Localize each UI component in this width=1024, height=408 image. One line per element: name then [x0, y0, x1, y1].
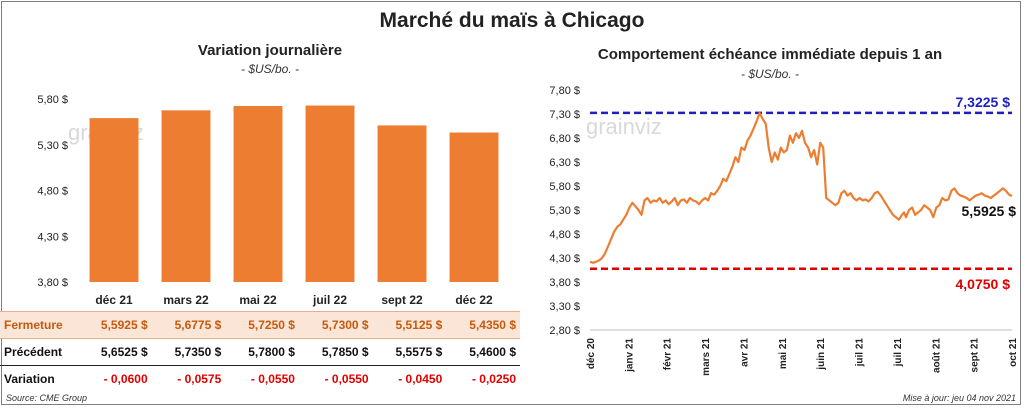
y-tick-label: 7,80 $ — [549, 85, 580, 97]
y-tick-label: 4,80 $ — [37, 186, 68, 198]
y-tick-label: 3,80 $ — [549, 277, 580, 289]
x-tick-label: juil 21 — [855, 338, 866, 368]
table-row-close: Fermeture 5,5925 $ 5,6775 $ 5,7250 $ 5,7… — [0, 311, 520, 339]
cell: 5,5125 $ — [372, 311, 447, 339]
table-row-variation: Variation - 0,0600 - 0,0575 - 0,0550 - 0… — [0, 366, 520, 393]
cell: 5,4350 $ — [446, 311, 520, 339]
y-tick-label: 5,80 $ — [37, 94, 68, 106]
x-tick-label: mars 21 — [701, 338, 712, 376]
x-tick-label: févr 21 — [663, 338, 674, 371]
row-label: Variation — [4, 372, 55, 386]
right-subtitle: Comportement échéance immédiate depuis 1… — [597, 46, 943, 63]
cell: - 0,0550 — [324, 372, 369, 386]
x-tick-label: mars 22 — [163, 293, 209, 307]
price-table: Fermeture 5,5925 $ 5,6775 $ 5,7250 $ 5,7… — [0, 311, 520, 392]
bar — [377, 125, 427, 282]
cell: - 0,0575 — [177, 372, 222, 386]
cell: - 0,0600 — [103, 372, 148, 386]
x-tick-label: juil 21 — [893, 338, 904, 368]
bar — [449, 132, 499, 282]
cell: 5,7350 $ — [151, 338, 226, 366]
y-tick-label: 5,30 $ — [37, 140, 68, 152]
bar — [89, 118, 139, 282]
y-tick-label: 6,80 $ — [549, 133, 580, 145]
x-tick-label: déc 22 — [455, 293, 493, 307]
reference-label: 4,0750 $ — [956, 276, 1011, 292]
bar — [305, 105, 355, 283]
x-tick-label: août 21 — [931, 338, 942, 373]
y-tick-label: 5,30 $ — [549, 205, 580, 217]
cell: 5,7800 $ — [225, 338, 299, 366]
update-note: Mise à jour: jeu 04 nov 2021 — [902, 393, 1016, 403]
x-tick-label: déc 21 — [95, 293, 133, 307]
bar — [161, 110, 211, 282]
cell: 5,7300 $ — [298, 311, 373, 339]
y-tick-label: 4,30 $ — [549, 253, 580, 265]
y-tick-label: 4,30 $ — [37, 231, 68, 243]
x-tick-label: mai 21 — [778, 338, 789, 370]
x-tick-label: mai 22 — [239, 293, 277, 307]
row-label: Précédent — [0, 338, 78, 366]
row-label: Fermeture — [0, 311, 78, 339]
cell: 5,7850 $ — [298, 338, 373, 366]
x-tick-label: sept 21 — [970, 338, 981, 373]
x-tick-label: juin 21 — [816, 338, 827, 371]
cell: 5,5575 $ — [372, 338, 447, 366]
line-chart: grainviz 2,80 $ 3,30 $ 3,80 $ 4,30 $ 4,80 $ 5… — [549, 85, 1019, 376]
cell: 5,6775 $ — [151, 311, 226, 339]
x-tick-label: déc 20 — [586, 338, 597, 370]
y-tick-label: 6,30 $ — [549, 157, 580, 169]
last-price-label: 5,5925 $ — [962, 203, 1017, 219]
cell: - 0,0550 — [250, 372, 295, 386]
y-tick-label: 3,80 $ — [37, 277, 68, 289]
y-tick-label: 2,80 $ — [549, 325, 580, 337]
cell: 5,5925 $ — [77, 311, 152, 339]
x-tick-label: janv 21 — [624, 338, 635, 373]
x-tick-label: juil 22 — [312, 293, 347, 307]
table-row-previous: Précédent 5,6525 $ 5,7350 $ 5,7800 $ 5,7… — [0, 338, 520, 366]
source-note: Source: CME Group — [6, 393, 88, 403]
x-tick-label: oct 21 — [1008, 338, 1019, 367]
bar — [233, 106, 283, 282]
x-tick-label: sept 22 — [381, 293, 423, 307]
cell: 5,4600 $ — [446, 338, 520, 366]
cell: - 0,0450 — [398, 372, 443, 386]
bar-chart: grainviz 3,80 $4,30 $4,80 $5,30 $5,80 $d… — [37, 94, 499, 307]
y-tick-label: 5,80 $ — [549, 181, 580, 193]
cell: 5,6525 $ — [77, 338, 152, 366]
cell: 5,7250 $ — [225, 311, 299, 339]
watermark: grainviz — [586, 114, 662, 139]
price-line — [589, 111, 1013, 264]
y-tick-label: 3,30 $ — [549, 301, 580, 313]
x-tick-label: avr 21 — [739, 338, 750, 367]
y-tick-label: 4,80 $ — [549, 229, 580, 241]
reference-label: 7,3225 $ — [956, 94, 1011, 110]
page-title: Marché du maïs à Chicago — [379, 9, 645, 32]
right-unit: - $US/bo. - — [740, 67, 800, 81]
y-tick-label: 7,30 $ — [549, 109, 580, 121]
cell: - 0,0250 — [471, 372, 516, 386]
left-unit: - $US/bo. - — [240, 62, 300, 76]
left-subtitle: Variation journalière — [197, 42, 343, 59]
